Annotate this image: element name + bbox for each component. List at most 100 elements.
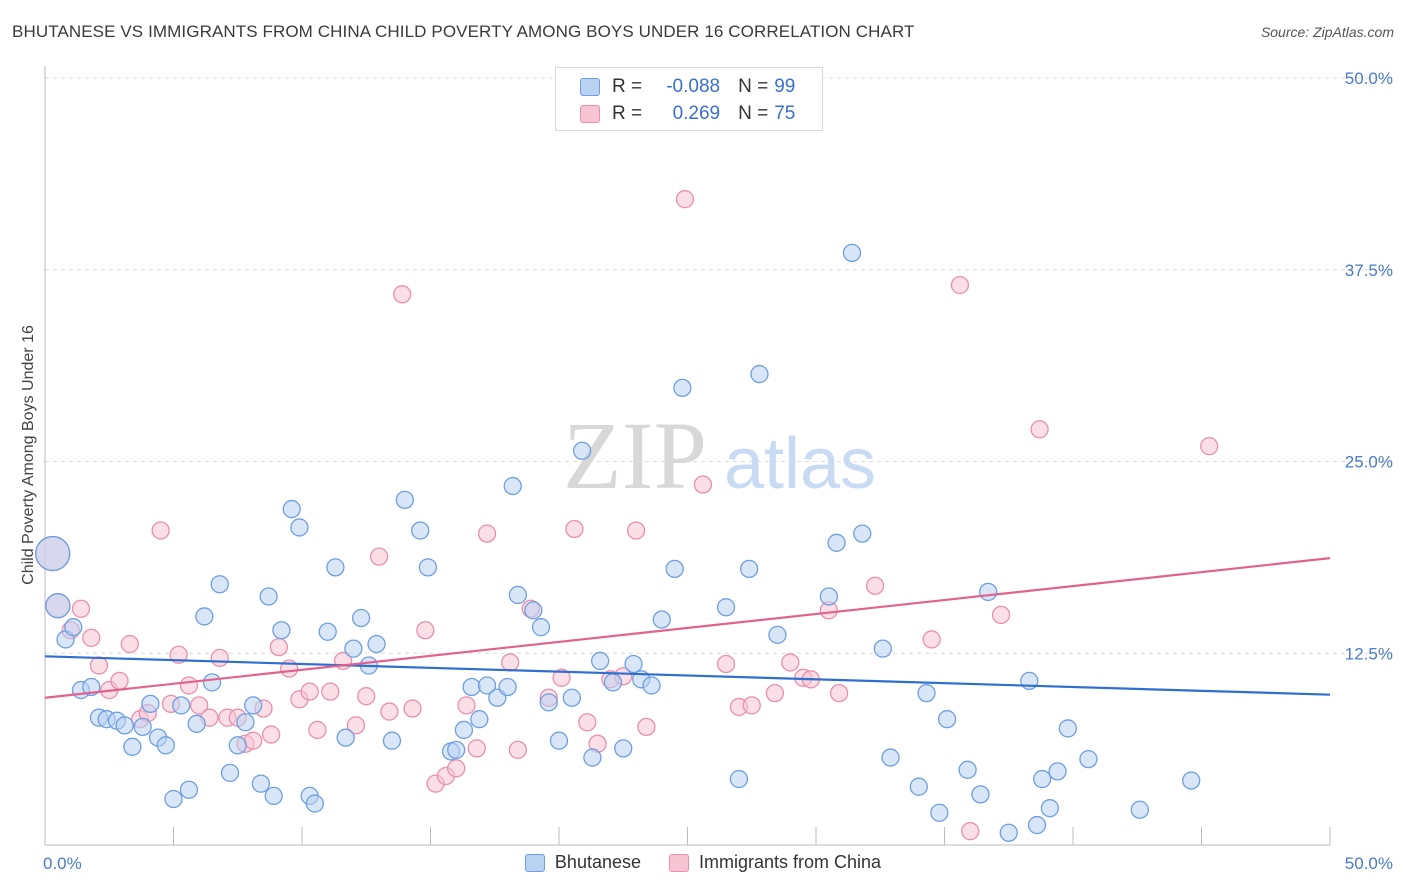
- data-point-bhutanese: [971, 785, 990, 804]
- data-point-bhutanese: [819, 587, 838, 606]
- data-point-china: [346, 716, 366, 735]
- data-point-china: [393, 285, 412, 304]
- data-point-bhutanese: [164, 789, 183, 809]
- data-point-bhutanese: [418, 558, 438, 577]
- data-point-china: [637, 717, 656, 737]
- data-point-bhutanese: [251, 774, 271, 793]
- data-point-china: [477, 524, 497, 543]
- data-point-bhutanese: [624, 654, 643, 674]
- legend-row-china: R = 0.269 N = 75: [580, 101, 795, 127]
- data-point-bhutanese: [395, 490, 414, 510]
- data-point-bhutanese: [873, 639, 892, 658]
- data-point-china: [991, 605, 1011, 625]
- gridlines: [45, 77, 1392, 654]
- data-point-bhutanese: [454, 720, 474, 740]
- data-point-bhutanese: [236, 713, 255, 732]
- series-legend: Bhutanese Immigrants from China: [0, 852, 1406, 873]
- data-point-china: [151, 521, 170, 540]
- data-point-china: [781, 653, 800, 672]
- data-point-bhutanese: [917, 683, 936, 703]
- y-axis-label: Child Poverty Among Boys Under 16: [20, 325, 37, 585]
- legend-r-label: R =: [612, 103, 643, 124]
- data-point-bhutanese: [562, 688, 581, 707]
- data-point-bhutanese: [909, 777, 928, 796]
- data-point-china: [179, 676, 199, 695]
- legend-swatch-pink: [580, 105, 600, 123]
- data-point-china: [110, 671, 129, 691]
- data-point-bhutanese: [1027, 815, 1047, 835]
- data-point-bhutanese: [673, 378, 692, 398]
- data-point-bhutanese: [477, 676, 497, 695]
- data-point-china: [501, 653, 520, 672]
- legend-r-value: 0.269: [672, 103, 721, 124]
- watermark-atlas: atlas: [724, 424, 876, 504]
- data-point-bhutanese: [768, 625, 787, 644]
- data-point-china: [357, 687, 376, 706]
- data-point-china: [467, 739, 486, 758]
- data-point-bhutanese: [842, 243, 862, 263]
- data-point-bhutanese: [282, 499, 301, 519]
- data-point-bhutanese: [999, 823, 1018, 842]
- data-point-china: [457, 696, 476, 715]
- data-point-bhutanese: [447, 740, 466, 760]
- data-point-bhutanese: [244, 696, 263, 715]
- axes: [44, 66, 1331, 846]
- data-point-bhutanese: [290, 518, 309, 537]
- data-point-bhutanese: [156, 736, 175, 755]
- data-point-bhutanese: [716, 598, 736, 617]
- data-point-china: [626, 521, 646, 540]
- data-point-bhutanese: [123, 737, 142, 756]
- data-point-china: [210, 648, 229, 668]
- data-point-china: [369, 547, 389, 566]
- y-tick-label: 50.0%: [1345, 69, 1393, 88]
- data-point-china: [308, 720, 327, 740]
- data-point-china: [578, 713, 597, 732]
- data-point-bhutanese: [305, 794, 325, 813]
- data-point-bhutanese: [729, 769, 749, 789]
- data-point-bhutanese: [344, 639, 363, 658]
- legend-n-label: N =: [738, 103, 769, 124]
- data-point-bhutanese: [411, 521, 430, 540]
- series-legend-bhutanese[interactable]: Bhutanese: [524, 852, 641, 873]
- trend-line-china: [44, 557, 1331, 699]
- series-legend-label: Bhutanese: [554, 852, 641, 872]
- trend-line-bhutanese: [44, 655, 1331, 696]
- data-point-bhutanese: [1058, 719, 1078, 738]
- y-tick-label: 12.5%: [1345, 644, 1393, 663]
- data-point-bhutanese: [508, 585, 528, 605]
- source-label: Source: ZipAtlas.com: [1260, 24, 1394, 40]
- data-point-bhutanese: [930, 803, 949, 822]
- chart-title: BHUTANESE VS IMMIGRANTS FROM CHINA CHILD…: [12, 22, 915, 41]
- data-point-china: [565, 519, 584, 539]
- legend-n-value: 99: [774, 76, 796, 97]
- data-point-bhutanese: [264, 786, 283, 806]
- data-point-china: [321, 682, 340, 701]
- data-point-bhutanese: [367, 634, 386, 654]
- data-point-bhutanese: [115, 716, 134, 735]
- data-point-china: [169, 645, 188, 664]
- data-point-china: [403, 699, 422, 718]
- legend-n-value: 75: [774, 103, 796, 124]
- series-legend-label: Immigrants from China: [699, 852, 882, 872]
- data-point-china: [89, 656, 109, 675]
- data-point-bhutanese: [603, 673, 623, 692]
- data-point-bhutanese: [958, 760, 977, 779]
- data-point-bhutanese: [979, 582, 998, 602]
- data-point-bhutanese: [462, 677, 481, 697]
- data-point-bhutanese: [539, 693, 558, 712]
- data-point-bhutanese: [1033, 769, 1052, 789]
- data-point-bhutanese: [937, 710, 957, 729]
- data-point-china: [922, 630, 941, 649]
- data-point-china: [716, 654, 736, 674]
- data-point-bhutanese: [827, 533, 846, 552]
- data-point-china: [508, 740, 528, 760]
- data-point-bhutanese: [665, 559, 684, 579]
- data-point-bhutanese: [35, 535, 71, 572]
- data-point-china: [865, 576, 885, 595]
- data-point-bhutanese: [351, 608, 371, 628]
- data-point-bhutanese: [1079, 749, 1098, 769]
- data-point-china: [120, 634, 139, 654]
- series-legend-china[interactable]: Immigrants from China: [669, 852, 881, 873]
- data-point-china: [190, 696, 209, 715]
